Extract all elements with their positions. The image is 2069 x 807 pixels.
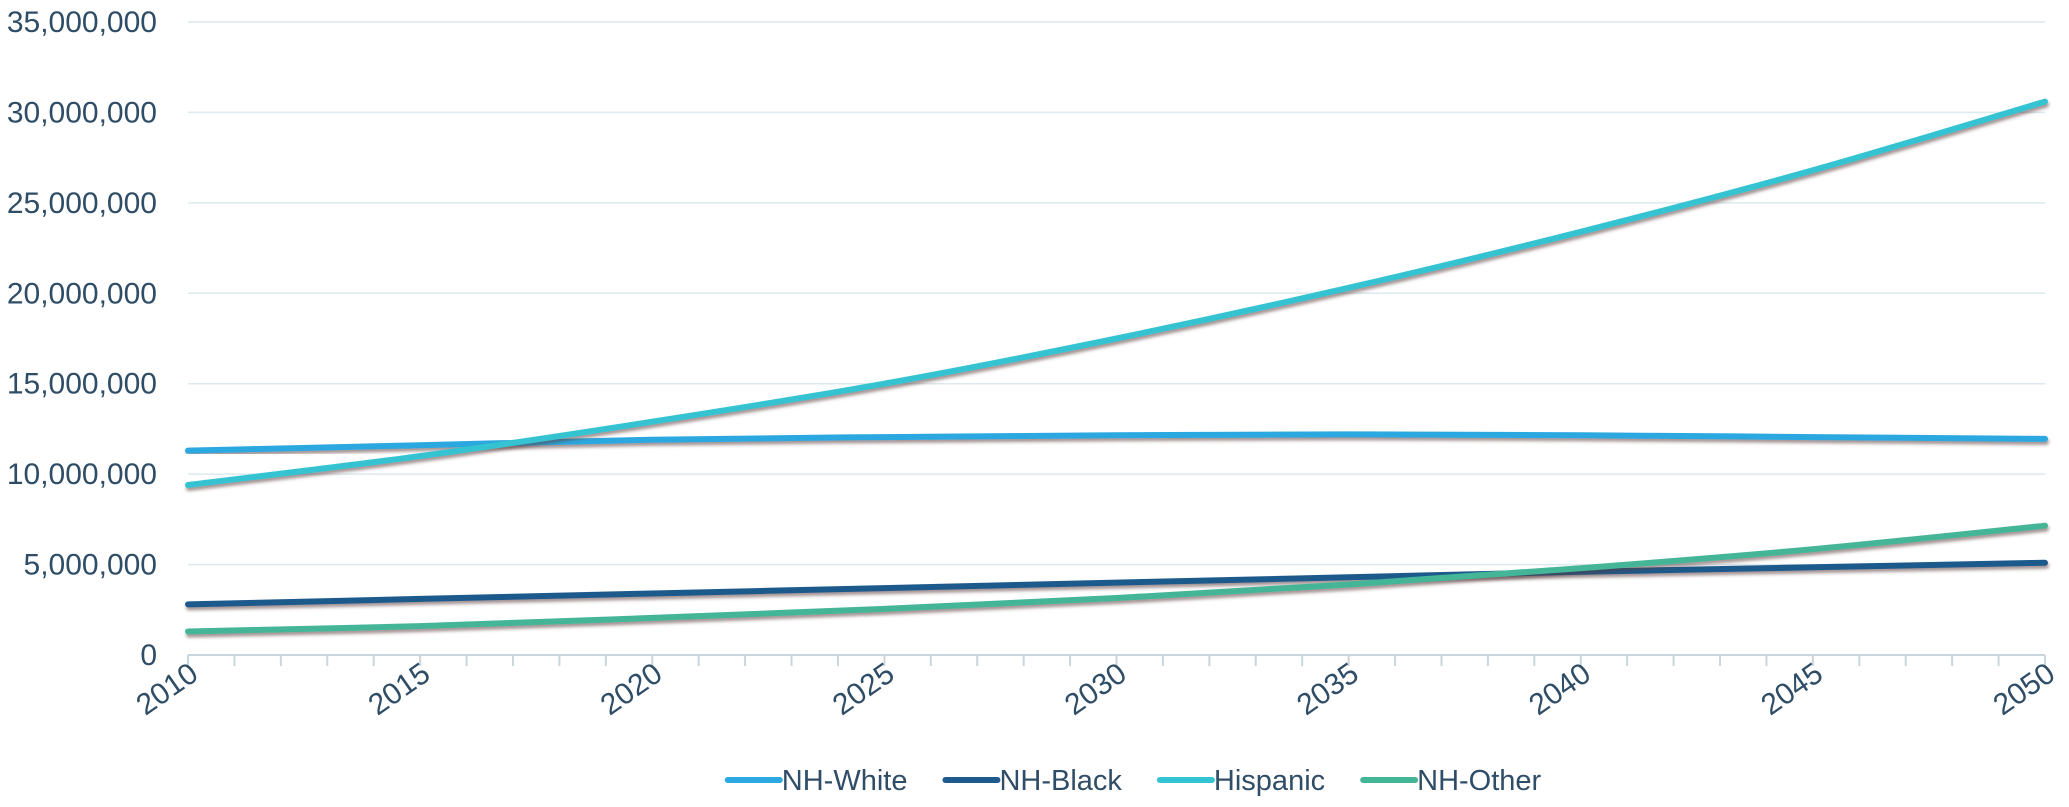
y-tick-label: 35,000,000 [7,6,157,39]
gridlines [188,21,2045,566]
x-tick-label: 2015 [363,657,437,722]
x-tick-label: 2020 [595,657,669,722]
y-tick-label: 15,000,000 [7,368,157,401]
x-axis [187,654,2046,666]
series-line-hispanic [185,98,2048,488]
legend: NH-White NH-Black Hispanic NH-Other [724,765,1542,797]
series-line-nh-other [185,522,2048,635]
x-tick-label: 2030 [1059,657,1133,722]
x-tick-label: 2035 [1291,657,1365,722]
x-tick-label: 2040 [1523,657,1597,722]
y-tick-label: 10,000,000 [7,458,157,491]
x-tick-label: 2050 [1987,657,2061,722]
x-tick-label: 2025 [827,657,901,722]
x-tick-label: 2045 [1755,657,1829,722]
legend-label-hispanic: Hispanic [1214,765,1325,797]
legend-label-nh-black: NH-Black [999,765,1122,797]
series-lines [185,98,2048,635]
y-tick-label: 25,000,000 [7,187,157,220]
y-tick-label: 20,000,000 [7,277,157,310]
y-tick-label: 30,000,000 [7,96,157,129]
y-axis-tick-labels: 0 5,000,000 10,000,000 15,000,000 20,000,000… [7,6,157,672]
y-tick-label: 0 [140,639,157,672]
series-line-nh-black [185,559,2048,608]
legend-label-nh-white: NH-White [782,765,908,797]
y-tick-label: 5,000,000 [24,549,157,582]
x-axis-tick-labels: 2010 2015 2020 2025 2030 2035 2040 2045 2050 [130,657,2061,722]
legend-label-nh-other: NH-Other [1417,765,1541,797]
